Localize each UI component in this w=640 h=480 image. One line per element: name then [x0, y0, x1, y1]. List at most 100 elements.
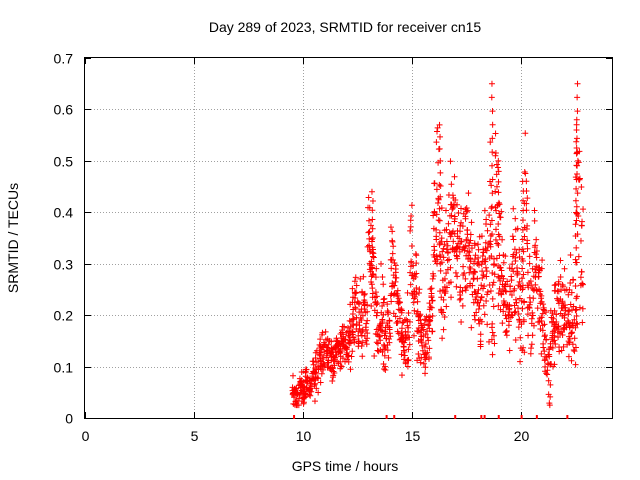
data-point [371, 353, 378, 360]
data-point [429, 297, 436, 304]
data-point [532, 242, 539, 249]
data-point [375, 326, 382, 333]
data-point [441, 275, 448, 282]
data-point [404, 363, 411, 370]
data-point [506, 347, 513, 354]
data-point [544, 360, 551, 367]
data-point [443, 270, 450, 277]
data-point [519, 236, 526, 243]
data-point [367, 222, 374, 229]
data-point [299, 394, 306, 401]
data-point [572, 197, 579, 204]
data-point [512, 226, 519, 233]
data-point [386, 317, 393, 324]
data-point [545, 377, 552, 384]
data-point [551, 327, 558, 334]
data-point [306, 386, 313, 393]
data-point [428, 304, 435, 311]
data-point [537, 288, 544, 295]
data-point [361, 301, 368, 308]
data-point [435, 196, 442, 203]
data-point [471, 312, 478, 319]
data-point [492, 130, 499, 137]
data-point [388, 265, 395, 272]
data-point [519, 347, 526, 354]
data-point [368, 188, 375, 195]
data-point [495, 220, 502, 227]
data-point [551, 282, 558, 289]
data-point [537, 300, 544, 307]
data-point [489, 351, 496, 358]
data-point [495, 199, 502, 206]
data-point [352, 305, 359, 312]
data-point [464, 236, 471, 243]
data-point [384, 347, 391, 354]
data-point [488, 182, 495, 189]
data-point [374, 300, 381, 307]
scatter-points [289, 80, 587, 409]
data-point [551, 361, 558, 368]
data-point [329, 377, 336, 384]
data-point [433, 233, 440, 240]
data-point [482, 264, 489, 271]
data-point [541, 348, 548, 355]
data-point [398, 329, 405, 336]
data-point [453, 283, 460, 290]
data-point [390, 282, 397, 289]
data-point [533, 236, 540, 243]
data-point [369, 216, 376, 223]
data-point [509, 312, 516, 319]
data-point [531, 207, 538, 214]
data-point [341, 344, 348, 351]
data-point [546, 402, 553, 409]
data-point [443, 246, 450, 253]
data-point [574, 321, 581, 328]
data-point [447, 279, 454, 286]
data-point [520, 318, 527, 325]
data-point [463, 208, 470, 215]
data-point [497, 214, 504, 221]
data-point [472, 296, 479, 303]
data-point [541, 321, 548, 328]
data-point [312, 354, 319, 361]
data-point [516, 278, 523, 285]
data-point [489, 203, 496, 210]
data-point [520, 188, 527, 195]
data-point [436, 241, 443, 248]
data-point [496, 210, 503, 217]
data-point [568, 357, 575, 364]
data-point [491, 271, 498, 278]
data-point [443, 303, 450, 310]
data-point [574, 293, 581, 300]
data-point [366, 228, 373, 235]
data-point [390, 310, 397, 317]
data-point [431, 180, 438, 187]
data-point [378, 260, 385, 267]
data-point [444, 249, 451, 256]
data-point [478, 233, 485, 240]
data-point [513, 249, 520, 256]
data-point [462, 243, 469, 250]
data-point [489, 231, 496, 238]
data-point [384, 301, 391, 308]
data-point [427, 304, 434, 311]
data-point [414, 308, 421, 315]
data-point [506, 301, 513, 308]
data-point [375, 348, 382, 355]
data-point [487, 243, 494, 250]
data-point [520, 207, 527, 214]
y-tick-label: 0.3 [54, 257, 74, 273]
data-point [359, 353, 366, 360]
data-point [551, 337, 558, 344]
x-tick-label: 20 [514, 428, 530, 444]
data-point [574, 190, 581, 197]
data-point [579, 319, 586, 326]
data-point [569, 341, 576, 348]
data-point [507, 283, 514, 290]
data-point [433, 186, 440, 193]
data-point [408, 202, 415, 209]
data-point [496, 285, 503, 292]
data-point [349, 348, 356, 355]
data-point [533, 254, 540, 261]
data-point [306, 391, 313, 398]
